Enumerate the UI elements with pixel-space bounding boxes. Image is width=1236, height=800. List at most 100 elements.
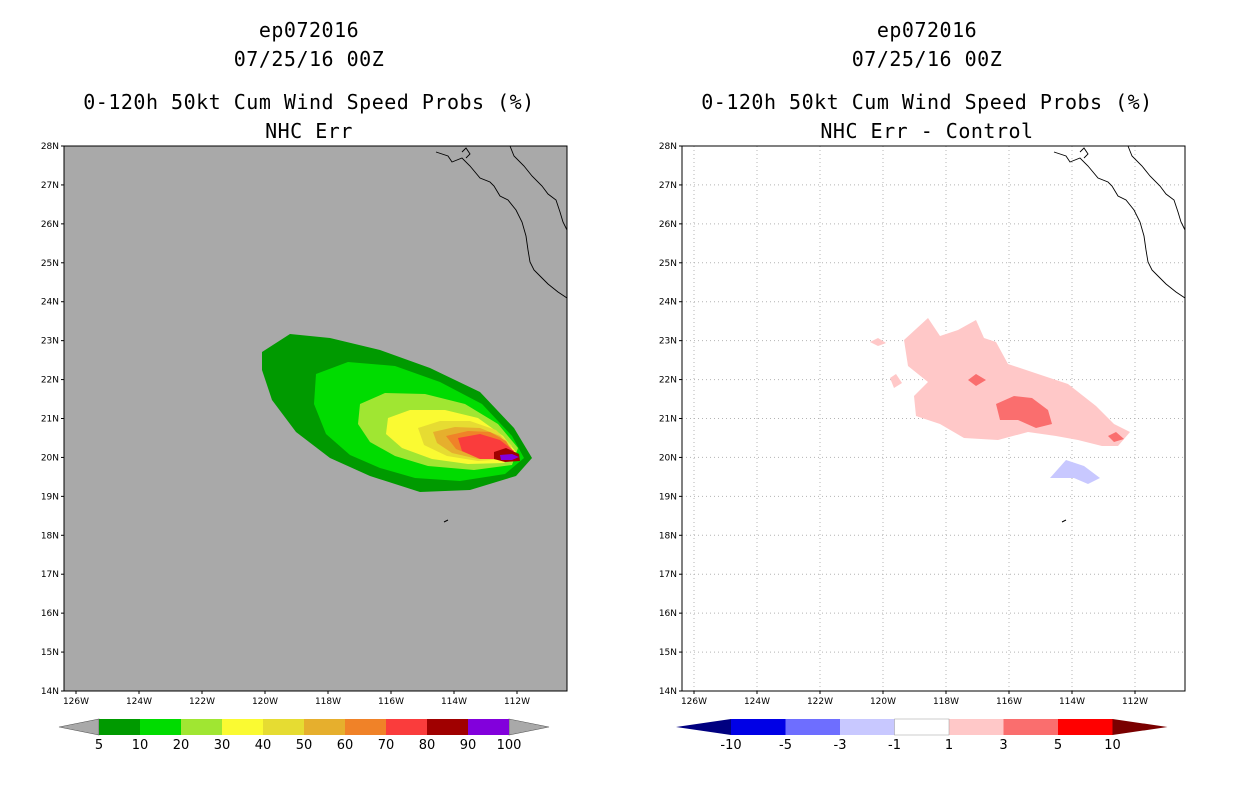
- colorbar-label: 1: [945, 738, 953, 753]
- lat-label: 21N: [41, 415, 59, 425]
- lon-label: 120W: [252, 697, 278, 707]
- colorbar-arrow-high: [508, 718, 550, 736]
- lat-label: 14N: [659, 687, 677, 697]
- lon-label: 112W: [1122, 697, 1148, 707]
- coastline-baja-east: [1127, 145, 1186, 231]
- lon-label: 112W: [504, 697, 530, 707]
- lat-label: 27N: [41, 181, 59, 191]
- colorbar-swatch: [181, 719, 222, 735]
- colorbar-swatch: [345, 719, 386, 735]
- lon-label: 126W: [681, 697, 707, 707]
- lat-label: 26N: [41, 220, 59, 230]
- map-canvas-left: 28N 27N 26N 25N 24N 23N 22N 21N 20N 19N 18N 17N 16N 1…: [41, 142, 568, 753]
- lon-ticks: 126W 124W 122W 120W 118W 116W 114W 112W: [681, 691, 1148, 707]
- lon-label: 116W: [996, 697, 1022, 707]
- lat-label: 25N: [659, 259, 677, 269]
- lat-label: 21N: [659, 415, 677, 425]
- colorbar-swatch: [304, 719, 345, 735]
- lat-label: 28N: [659, 142, 677, 152]
- lat-label: 15N: [659, 648, 677, 658]
- colorbar-label: 20: [173, 738, 190, 753]
- lon-label: 118W: [315, 697, 341, 707]
- colorbar-label: 3: [999, 738, 1007, 753]
- colorbar-swatch: [99, 719, 140, 735]
- colorbar-swatch: [949, 719, 1004, 735]
- colorbar-label: 70: [378, 738, 395, 753]
- lat-label: 18N: [41, 531, 59, 541]
- lat-label: 24N: [659, 298, 677, 308]
- colorbar-swatch: [894, 719, 949, 735]
- colorbar: 5 10 20 30 40 50 60 70 80 90 100: [58, 718, 550, 753]
- colorbar-swatch: [427, 719, 468, 735]
- colorbar-label: 40: [255, 738, 272, 753]
- product-title: 0-120h 50kt Cum Wind Speed Probs (%): [83, 90, 535, 114]
- lat-label: 18N: [659, 531, 677, 541]
- colorbar-label: 100: [497, 738, 522, 753]
- colorbar-label: 50: [296, 738, 313, 753]
- colorbar-swatch: [785, 719, 840, 735]
- colorbar-label: -5: [779, 738, 792, 753]
- lat-label: 17N: [41, 570, 59, 580]
- colorbar-label: -10: [720, 738, 741, 753]
- colorbar: -10 -5 -3 -1 1 3 5 10: [676, 718, 1168, 753]
- colorbar-swatch: [222, 719, 263, 735]
- lat-label: 16N: [41, 609, 59, 619]
- lon-label: 114W: [1059, 697, 1085, 707]
- colorbar-label: 90: [460, 738, 477, 753]
- colorbar-swatch: [263, 719, 304, 735]
- lat-label: 22N: [41, 376, 59, 386]
- diff-contour-positive-3a: [996, 396, 1052, 428]
- colorbar-label: 5: [95, 738, 103, 753]
- lon-label: 122W: [807, 697, 833, 707]
- lat-label: 20N: [41, 453, 59, 463]
- storm-id-title: ep072016: [876, 18, 978, 42]
- lat-label: 14N: [41, 687, 59, 697]
- lat-label: 23N: [41, 337, 59, 347]
- lat-label: 26N: [659, 220, 677, 230]
- lon-label: 120W: [870, 697, 896, 707]
- colorbar-swatch-outline: [894, 718, 950, 736]
- lat-label: 15N: [41, 648, 59, 658]
- storm-id-title: ep072016: [258, 18, 360, 42]
- colorbar-label: 10: [1104, 738, 1121, 753]
- diff-contour-positive-3c: [1108, 432, 1124, 442]
- colorbar-swatch: [1058, 719, 1113, 735]
- diff-contour-positive-3b: [968, 374, 986, 386]
- prob-contour-90: [500, 454, 519, 460]
- lon-label: 114W: [441, 697, 467, 707]
- diff-contour-positive-1c: [890, 374, 902, 388]
- lat-ticks: 28N 27N 26N 25N 24N 23N 22N 21N 20N 19N 18N 17N 16N 1…: [41, 142, 64, 697]
- lon-ticks: 126W 124W 122W 120W 118W 116W 114W 112W: [63, 691, 530, 707]
- lat-label: 17N: [659, 570, 677, 580]
- colorbar-label: 5: [1054, 738, 1062, 753]
- colorbar-swatch: [840, 719, 895, 735]
- lon-label: 124W: [126, 697, 152, 707]
- datetime-title: 07/25/16 00Z: [233, 47, 385, 71]
- lat-label: 16N: [659, 609, 677, 619]
- lon-label: 116W: [378, 697, 404, 707]
- datetime-title: 07/25/16 00Z: [851, 47, 1003, 71]
- island-mark: [443, 519, 449, 523]
- lat-label: 19N: [41, 492, 59, 502]
- subtitle: NHC Err: [265, 119, 353, 143]
- colorbar-arrow-low: [58, 718, 100, 736]
- lat-label: 28N: [41, 142, 59, 152]
- lat-ticks: 28N 27N 26N 25N 24N 23N 22N 21N 20N 19N 18N 17N 16N 1…: [659, 142, 682, 697]
- coastline-baja-east: [509, 145, 568, 231]
- diff-contour-negative-1: [1050, 460, 1100, 484]
- colorbar-swatch: [1003, 719, 1058, 735]
- colorbar-label: 30: [214, 738, 231, 753]
- colorbar-label: 60: [337, 738, 354, 753]
- coastline: [1053, 151, 1186, 299]
- lat-label: 27N: [659, 181, 677, 191]
- map-canvas-right: 28N 27N 26N 25N 24N 23N 22N 21N 20N 19N 18N 17N 16N 1…: [659, 142, 1186, 753]
- lon-label: 118W: [933, 697, 959, 707]
- colorbar-arrow-low: [676, 719, 731, 735]
- lat-label: 23N: [659, 337, 677, 347]
- island-outline: [461, 147, 471, 159]
- island-mark: [1061, 519, 1067, 523]
- colorbar-swatch: [140, 719, 181, 735]
- colorbar-arrow-high: [1112, 719, 1168, 735]
- colorbar-swatch: [386, 719, 427, 735]
- right-map-panel: ep072016 07/25/16 00Z 0-120h 50kt Cum Wi…: [618, 0, 1236, 800]
